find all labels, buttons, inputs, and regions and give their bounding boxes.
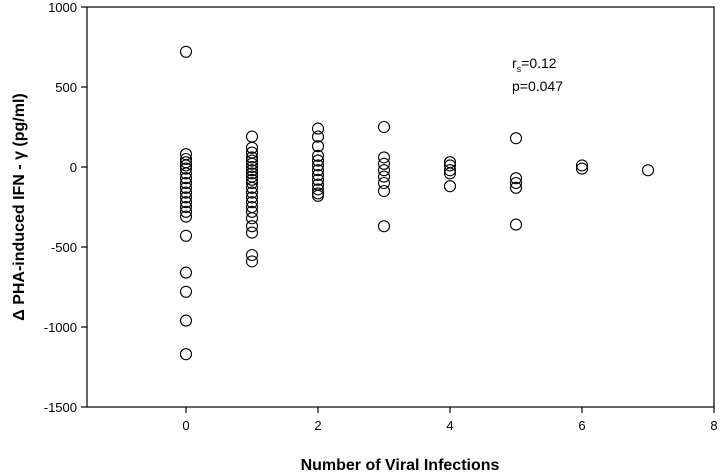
data-point	[311, 164, 325, 177]
data-point	[377, 151, 391, 164]
data-point	[509, 132, 523, 145]
data-point	[245, 191, 259, 204]
data-point	[245, 212, 259, 225]
data-point	[311, 173, 325, 186]
data-point	[245, 130, 259, 143]
data-point	[641, 164, 655, 177]
data-point	[509, 181, 523, 194]
data-point	[443, 164, 457, 177]
data-point	[575, 162, 589, 175]
data-point	[245, 186, 259, 199]
rs-annotation: rs=0.12	[512, 55, 557, 74]
y-axis: -1500 -1000 -500 0 500 1000	[44, 0, 87, 415]
y-tick-label: 0	[70, 160, 77, 175]
data-point	[377, 220, 391, 233]
data-point	[179, 162, 193, 175]
data-point	[311, 149, 325, 162]
x-tick-label: 8	[710, 418, 717, 433]
data-point	[179, 205, 193, 218]
data-point	[245, 181, 259, 194]
y-axis-label: Δ PHA-induced IFN - γ (pg/ml)	[11, 93, 28, 321]
data-point	[245, 196, 259, 209]
p-value-annotation: p=0.047	[512, 78, 563, 94]
data-point	[245, 154, 259, 167]
data-points	[179, 45, 655, 361]
data-point	[179, 186, 193, 199]
data-point	[179, 229, 193, 242]
data-point	[245, 160, 259, 174]
data-point	[245, 205, 259, 218]
data-point	[179, 152, 193, 166]
data-point	[509, 176, 523, 190]
data-point	[311, 159, 325, 172]
data-point	[245, 157, 259, 170]
data-point	[179, 159, 193, 172]
x-axis-label: Number of Viral Infections	[301, 457, 500, 473]
plot-frame	[86, 6, 715, 408]
data-point	[179, 200, 193, 214]
rs-subscript: s	[517, 64, 522, 74]
y-tick-label: 500	[55, 80, 77, 95]
data-point	[311, 154, 325, 167]
x-tick-label: 0	[182, 418, 189, 433]
data-point	[245, 151, 259, 164]
data-point	[245, 176, 259, 190]
data-point	[179, 172, 193, 185]
data-point	[377, 157, 391, 170]
data-point	[179, 191, 193, 204]
x-axis: 0 2 4 6 8	[182, 407, 718, 433]
data-point	[179, 285, 193, 298]
data-point	[179, 348, 193, 361]
data-point	[443, 180, 457, 193]
x-tick-label: 6	[578, 418, 585, 433]
data-point	[311, 122, 325, 135]
data-point	[575, 159, 589, 172]
y-tick-label: 1000	[48, 0, 77, 15]
data-point	[311, 183, 325, 196]
data-point	[245, 164, 259, 177]
data-point	[179, 45, 193, 58]
data-point	[245, 141, 259, 154]
data-point	[179, 210, 193, 223]
y-tick-label: -500	[51, 240, 77, 255]
data-point	[311, 130, 325, 143]
data-point	[245, 167, 259, 180]
y-tick-label: -1500	[44, 400, 77, 415]
y-tick-label: -1000	[44, 320, 77, 335]
x-tick-label: 2	[314, 418, 321, 433]
data-point	[245, 248, 259, 262]
data-point	[179, 266, 193, 279]
data-point	[377, 184, 391, 198]
data-point	[179, 176, 193, 190]
data-point	[377, 120, 391, 134]
data-point	[377, 164, 391, 177]
data-point	[311, 140, 325, 153]
data-point	[443, 167, 457, 180]
data-point	[377, 176, 391, 190]
data-point	[179, 167, 193, 180]
data-point	[245, 226, 259, 239]
rs-prefix: r	[512, 55, 517, 71]
data-point	[245, 255, 259, 268]
data-point	[245, 173, 259, 186]
rs-value: =0.12	[521, 55, 557, 71]
data-point	[311, 168, 325, 182]
data-point	[311, 189, 325, 202]
data-point	[179, 196, 193, 209]
data-point	[245, 220, 259, 233]
data-point	[509, 218, 523, 231]
axes: -1500 -1000 -500 0 500 1000 0 2 4 6 8	[44, 0, 718, 433]
data-point	[509, 172, 523, 185]
data-point	[179, 314, 193, 327]
data-point	[179, 181, 193, 194]
x-tick-label: 4	[446, 418, 453, 433]
data-point	[377, 170, 391, 183]
data-point	[443, 159, 457, 172]
